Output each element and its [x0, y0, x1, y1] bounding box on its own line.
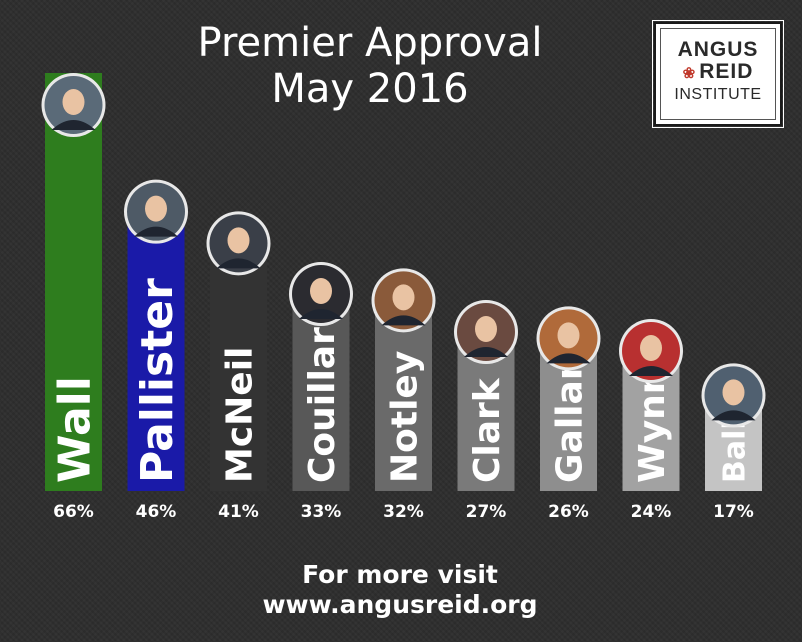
value-label-notley: 32% [383, 502, 424, 522]
value-label-gallant: 26% [548, 502, 589, 522]
chart-title: Premier Approval May 2016 [150, 20, 590, 112]
value-label-mcneil: 41% [218, 502, 259, 522]
avatar-wynne [619, 319, 683, 383]
avatar-gallant [536, 306, 601, 371]
maple-leaf-icon: ❀ [682, 65, 697, 82]
footer-link[interactable]: www.angusreid.org [262, 590, 538, 619]
avatar-wall [41, 73, 106, 137]
avatar-notley [371, 268, 436, 333]
avatar-clark [454, 300, 518, 364]
avatar-ball [701, 363, 766, 428]
bar-label-wall: Wall [49, 376, 100, 483]
bar-label-ball: Ball [717, 419, 752, 483]
footer: For more visit www.angusreid.org [200, 560, 600, 620]
avatar-pallister [124, 179, 188, 244]
bar-label-notley: Notley [384, 351, 425, 483]
value-label-wall: 66% [53, 502, 94, 522]
value-label-ball: 17% [713, 502, 754, 522]
footer-line-1: For more visit [302, 560, 498, 589]
logo-line-2: ❀ REID [661, 61, 775, 85]
bar-pallister [127, 199, 185, 491]
value-label-clark: 27% [466, 502, 507, 522]
bar-wall [45, 73, 102, 491]
bar-label-clark: Clark [467, 377, 508, 483]
logo-frame: ANGUS ❀ REID INSTITUTE [660, 28, 776, 120]
logo-line-3: INSTITUTE [674, 86, 762, 103]
title-line-1: Premier Approval [197, 20, 543, 66]
bar-label-mcneil: McNeil [219, 347, 260, 483]
value-label-pallister: 46% [136, 502, 177, 522]
logo-line-2-text: REID [699, 60, 754, 83]
bar-label-pallister: Pallister [132, 278, 183, 483]
avatar-mcneil [206, 211, 271, 276]
bar-label-couillard: Couillard [302, 301, 343, 483]
value-label-wynne: 24% [631, 502, 672, 522]
value-label-couillard: 33% [301, 502, 342, 522]
title-line-2: May 2016 [271, 66, 469, 112]
logo-line-1: ANGUS [677, 38, 759, 61]
angus-reid-logo: ANGUS ❀ REID INSTITUTE [652, 20, 784, 128]
avatar-couillard [289, 262, 353, 326]
